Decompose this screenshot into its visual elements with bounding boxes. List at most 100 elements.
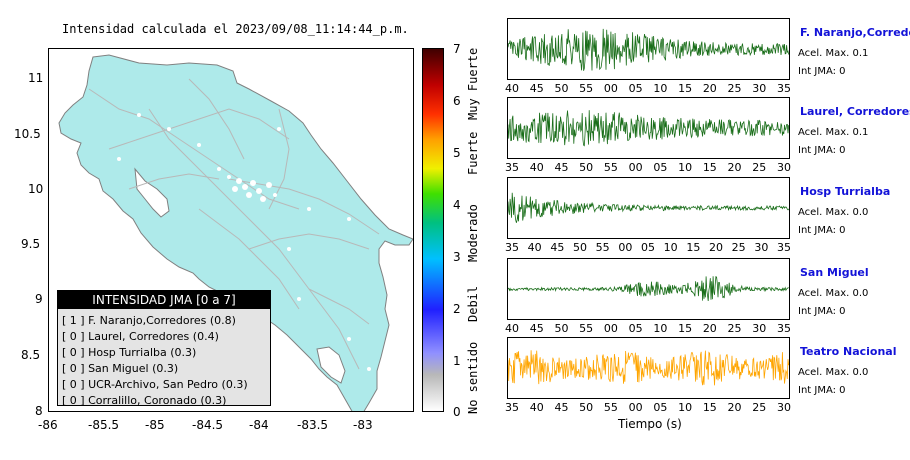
- map-xtick: -83.5: [297, 418, 329, 432]
- waveform-plot: [508, 192, 789, 223]
- waveform-tick: 00: [603, 322, 618, 335]
- waveform-tick: 15: [702, 161, 717, 174]
- station-name: F. Naranjo,Corredores: [800, 26, 910, 39]
- station-acel: Acel. Max. 0.0: [798, 288, 869, 299]
- station-name: Laurel, Corredores: [800, 105, 910, 118]
- colorbar-tick: 3: [453, 250, 461, 264]
- waveform-tick: 20: [709, 241, 723, 254]
- colorbar-label: Muy Fuerte: [466, 47, 480, 120]
- map-xtick: -83: [353, 418, 373, 432]
- map-xtick: -84.5: [192, 418, 224, 432]
- waveform-tick: 00: [618, 241, 633, 254]
- waveform-panel[interactable]: [507, 177, 790, 239]
- waveform-tick: 50: [554, 82, 569, 95]
- station-jma: Int JMA: 0: [798, 225, 846, 236]
- legend-item: [ 0 ] Hosp Turrialba (0.3): [62, 346, 197, 359]
- costa-rica-land: [58, 54, 413, 411]
- colorbar-label: No sentido: [466, 341, 480, 414]
- waveform-tick: 45: [550, 241, 565, 254]
- waveform-tick: 10: [663, 241, 678, 254]
- waveform-tick: 50: [573, 241, 587, 254]
- waveform-plot: [508, 350, 789, 386]
- gulf-water: [134, 167, 170, 218]
- waveform-trace: [508, 276, 789, 302]
- waveform-trace: [508, 28, 789, 71]
- colorbar-tick: 5: [453, 146, 461, 160]
- station-name: San Miguel: [800, 266, 869, 279]
- waveform-tick: 15: [686, 241, 701, 254]
- station-acel: Acel. Max. 0.1: [798, 127, 869, 138]
- waveform-tick: 35: [505, 401, 519, 414]
- waveform-tick: 20: [702, 322, 717, 335]
- waveform-tick: 30: [777, 401, 791, 414]
- colorbar-tick: 4: [453, 198, 461, 212]
- waveform-tick: 05: [628, 82, 643, 95]
- waveform-tick: 20: [727, 401, 742, 414]
- waveform-tick: 35: [777, 241, 791, 254]
- waveform-tick: 00: [628, 401, 643, 414]
- legend-title: INTENSIDAD JMA [0 a 7]: [58, 291, 270, 309]
- waveform-tick: 20: [727, 161, 742, 174]
- waveform-tick: 25: [727, 322, 742, 335]
- legend-item: [ 0 ] Corralillo, Coronado (0.3): [62, 394, 227, 407]
- intensity-colorbar: [422, 48, 444, 412]
- colorbar-label: Fuerte: [466, 131, 480, 175]
- waveform-tick: 25: [752, 401, 767, 414]
- waveform-tick: 55: [579, 82, 594, 95]
- waveform-plot: [508, 276, 789, 302]
- waveform-tick: 15: [678, 82, 693, 95]
- waveform-tick: 05: [653, 161, 668, 174]
- waveform-tick: 05: [628, 322, 643, 335]
- waveform-tick: 55: [579, 322, 594, 335]
- waveform-panel[interactable]: [507, 18, 790, 80]
- station-acel: Acel. Max. 0.0: [798, 207, 869, 218]
- colorbar-tick: 6: [453, 94, 461, 108]
- station-acel: Acel. Max. 0.1: [798, 48, 869, 59]
- waveform-tick: 15: [702, 401, 717, 414]
- waveform-tick: 20: [702, 82, 717, 95]
- waveform-panel[interactable]: [507, 258, 790, 320]
- map-ytick: 8: [35, 404, 43, 418]
- station-name: Hosp Turrialba: [800, 185, 891, 198]
- waveform-tick: 15: [678, 322, 693, 335]
- station-jma: Int JMA: 0: [798, 145, 846, 156]
- waveform-tick: 10: [653, 82, 668, 95]
- map-ytick: 10: [28, 182, 44, 196]
- map-xtick: -86: [38, 418, 58, 432]
- colorbar-tick: 0: [453, 405, 461, 419]
- waveform-tick: 45: [554, 161, 569, 174]
- waveform-trace: [508, 350, 789, 386]
- colorbar-label: Moderado: [466, 204, 480, 262]
- legend-item: [ 0 ] UCR-Archivo, San Pedro (0.3): [62, 378, 248, 391]
- waveform-tick: 00: [603, 82, 618, 95]
- waveform-tick: 50: [579, 161, 594, 174]
- map-ytick: 8.5: [21, 348, 41, 362]
- colorbar-tick: 2: [453, 302, 461, 316]
- waveform-tick: 55: [603, 161, 618, 174]
- waveform-tick: 25: [752, 161, 767, 174]
- waveform-tick: 50: [579, 401, 594, 414]
- map-xtick: -84: [249, 418, 269, 432]
- waveform-trace: [508, 110, 789, 147]
- map-title: Intensidad calculada el 2023/09/08_11:14…: [62, 22, 409, 36]
- waveform-tick: 40: [529, 401, 544, 414]
- station-acel: Acel. Max. 0.0: [798, 367, 869, 378]
- waveform-panel[interactable]: [507, 97, 790, 159]
- waveform-tick: 45: [529, 322, 544, 335]
- map-ytick: 9: [35, 292, 43, 306]
- station-jma: Int JMA: 0: [798, 66, 846, 77]
- waveform-tick: 35: [505, 161, 519, 174]
- waveform-panel[interactable]: [507, 337, 790, 399]
- waveform-plot: [508, 28, 789, 71]
- waveform-tick: 50: [554, 322, 569, 335]
- waveform-tick: 05: [641, 241, 655, 254]
- colorbar-label: Debil: [466, 285, 480, 322]
- waveform-tick: 55: [595, 241, 610, 254]
- waveform-tick: 30: [777, 161, 791, 174]
- map-xtick: -85.5: [88, 418, 120, 432]
- waveform-tick: 25: [731, 241, 746, 254]
- station-jma: Int JMA: 0: [798, 306, 846, 317]
- waveform-tick: 30: [752, 82, 767, 95]
- map-ytick: 10.5: [14, 127, 41, 141]
- waveform-tick: 55: [603, 401, 618, 414]
